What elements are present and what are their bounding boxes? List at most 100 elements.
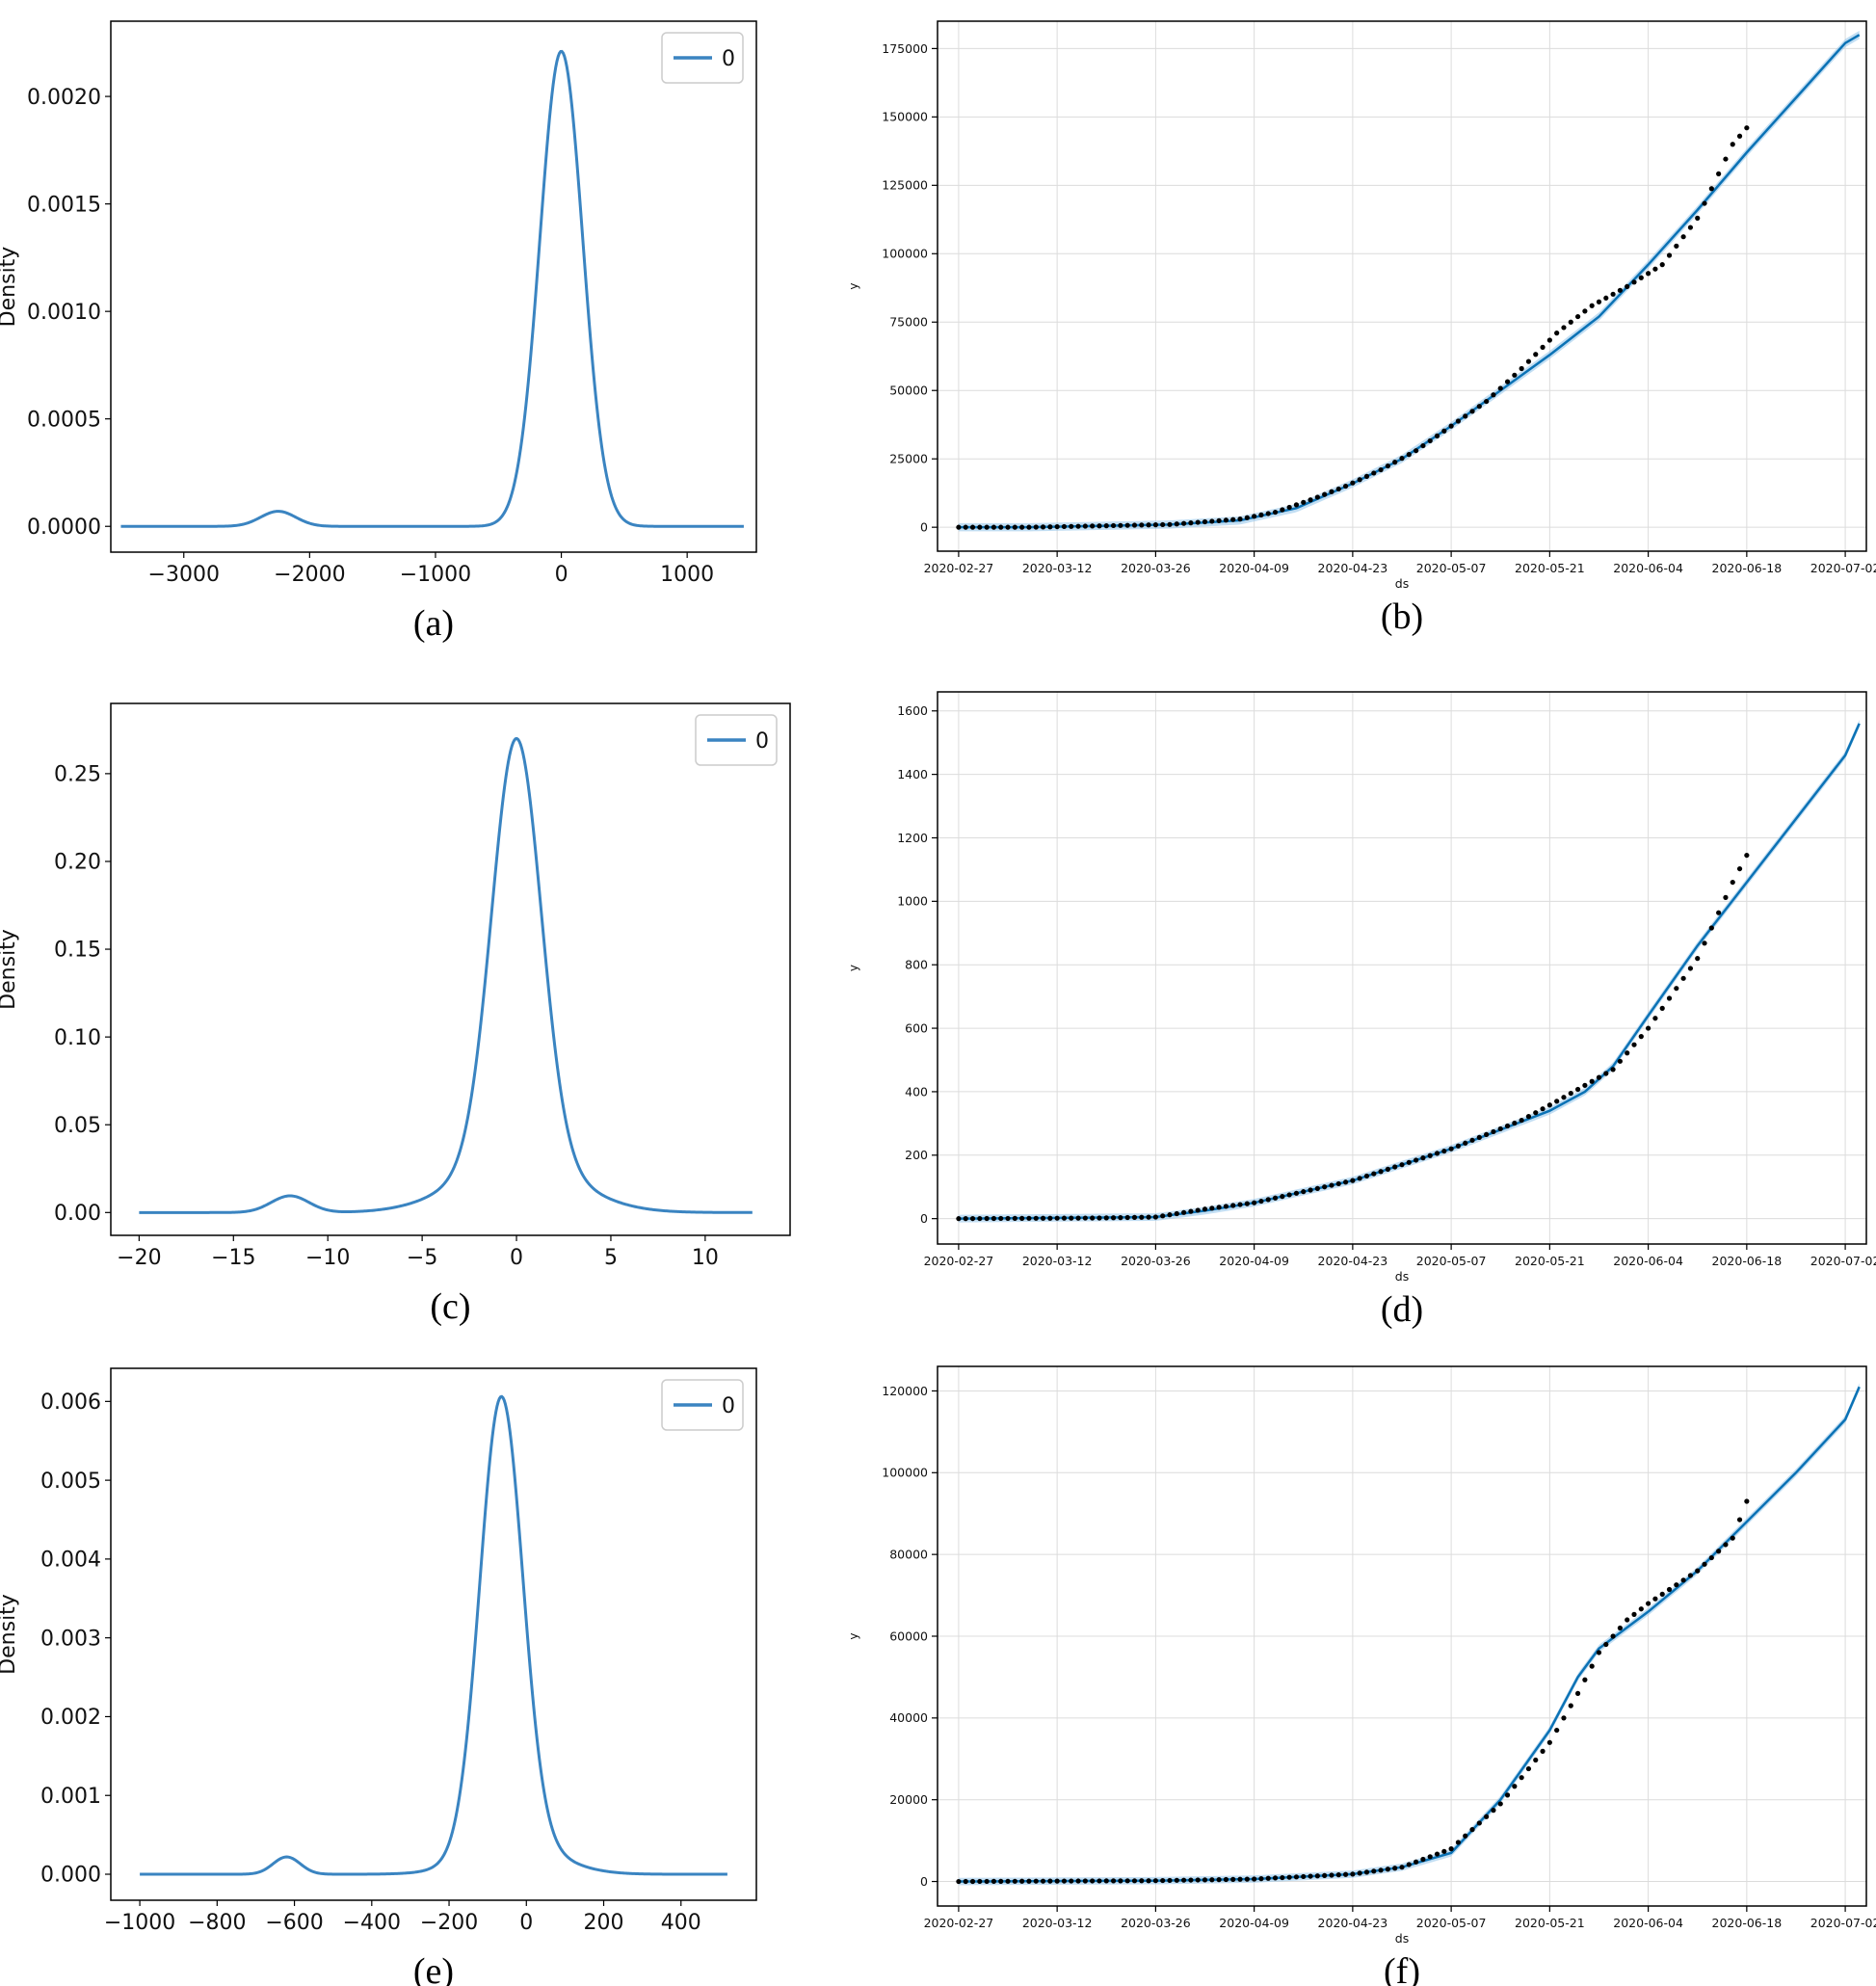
observed-point bbox=[1723, 894, 1729, 900]
observed-point bbox=[1286, 504, 1292, 511]
observed-point bbox=[1469, 1137, 1475, 1143]
observed-point bbox=[1293, 1874, 1300, 1880]
observed-point bbox=[1638, 275, 1644, 280]
x-tick-label: −1000 bbox=[400, 563, 471, 587]
observed-point bbox=[1674, 1582, 1679, 1588]
observed-point bbox=[1230, 1876, 1236, 1882]
observed-point bbox=[1371, 470, 1377, 476]
observed-point bbox=[1188, 1208, 1194, 1214]
y-tick-label: 150000 bbox=[882, 110, 928, 124]
observed-point bbox=[1491, 392, 1496, 398]
observed-point bbox=[1582, 1082, 1588, 1088]
observed-point bbox=[956, 524, 962, 530]
observed-point bbox=[1716, 1549, 1722, 1554]
observed-point bbox=[998, 1878, 1004, 1884]
observed-point bbox=[1265, 1875, 1271, 1881]
observed-point bbox=[1314, 1873, 1320, 1879]
observed-point bbox=[1322, 491, 1328, 497]
x-tick-label: 2020-05-07 bbox=[1416, 561, 1487, 575]
observed-point bbox=[1244, 1876, 1250, 1882]
x-tick-label: 2020-03-26 bbox=[1121, 561, 1191, 575]
observed-point bbox=[1118, 1878, 1123, 1884]
x-tick-label: 2020-05-21 bbox=[1515, 561, 1585, 575]
x-tick-label: 2020-05-07 bbox=[1416, 1254, 1487, 1268]
observed-point bbox=[984, 524, 990, 530]
x-tick-label: 10 bbox=[692, 1246, 719, 1270]
x-tick-label: 400 bbox=[661, 1911, 701, 1935]
observed-point bbox=[1342, 483, 1349, 490]
observed-point bbox=[1469, 409, 1475, 414]
observed-point bbox=[1744, 125, 1750, 131]
observed-point bbox=[1026, 1215, 1032, 1221]
observed-point bbox=[1652, 1016, 1658, 1021]
observed-point bbox=[1708, 186, 1714, 192]
observed-point bbox=[1596, 1074, 1602, 1080]
observed-point bbox=[1385, 1166, 1390, 1172]
observed-point bbox=[1666, 1586, 1673, 1593]
chart-a: −3000 −2000 −1000 0 1000 0.0000 0.0005 0.0010 0.… bbox=[0, 20, 757, 644]
observed-point bbox=[1322, 1872, 1328, 1878]
plot-frame bbox=[110, 702, 791, 1236]
y-axis-label: y bbox=[847, 1632, 860, 1639]
observed-point bbox=[1097, 1215, 1102, 1221]
observed-point bbox=[1392, 1164, 1398, 1170]
observed-point bbox=[1708, 925, 1714, 931]
observed-point bbox=[1244, 1201, 1250, 1206]
observed-point bbox=[1160, 521, 1166, 528]
observed-point bbox=[1188, 520, 1194, 526]
observed-point bbox=[1335, 1180, 1341, 1187]
x-tick-label: 2020-04-23 bbox=[1318, 561, 1388, 575]
x-tick-label: 2020-06-04 bbox=[1613, 561, 1683, 575]
observed-point bbox=[1589, 1663, 1595, 1669]
observed-point bbox=[1406, 1862, 1412, 1867]
observed-point bbox=[1687, 966, 1694, 971]
x-tick-label: 2020-03-12 bbox=[1022, 1916, 1093, 1930]
observed-point bbox=[1582, 308, 1588, 314]
observed-point bbox=[1666, 252, 1673, 258]
y-tick-label: 0.25 bbox=[54, 763, 101, 787]
observed-point bbox=[1124, 1878, 1130, 1884]
observed-point bbox=[963, 1216, 968, 1222]
observed-point bbox=[1195, 519, 1201, 525]
observed-point bbox=[1680, 975, 1686, 981]
observed-point bbox=[1659, 1591, 1665, 1597]
observed-point bbox=[956, 1216, 962, 1222]
y-tick-label: 0.0005 bbox=[27, 408, 101, 432]
observed-point bbox=[1188, 1877, 1194, 1883]
x-tick-label: 2020-03-26 bbox=[1121, 1254, 1191, 1268]
observed-point bbox=[1441, 428, 1447, 434]
observed-point bbox=[1223, 517, 1229, 523]
observed-point bbox=[1110, 1878, 1117, 1884]
observed-point bbox=[1012, 524, 1017, 530]
observed-point bbox=[1019, 1215, 1025, 1221]
observed-point bbox=[1652, 1596, 1658, 1602]
observed-point bbox=[1504, 1123, 1511, 1129]
chart-b: 2020-02-27 2020-03-12 2020-03-26 2020-04-09… bbox=[847, 20, 1876, 637]
observed-point bbox=[1097, 523, 1102, 529]
observed-point bbox=[1026, 524, 1032, 530]
x-tick-label: −20 bbox=[117, 1246, 161, 1270]
observed-point bbox=[1420, 1155, 1426, 1161]
y-tick-label: 0 bbox=[920, 520, 928, 535]
observed-point bbox=[1469, 1827, 1475, 1833]
x-tick-label: 2020-04-23 bbox=[1318, 1916, 1388, 1930]
y-tick-label: 0.000 bbox=[40, 1864, 101, 1888]
observed-point bbox=[1357, 1870, 1362, 1876]
observed-point bbox=[1540, 1106, 1546, 1112]
observed-point bbox=[1561, 1715, 1567, 1721]
observed-point bbox=[1463, 413, 1468, 419]
plot-frame bbox=[937, 20, 1867, 552]
x-tick-label: 2020-06-18 bbox=[1712, 1916, 1783, 1930]
y-tick-label: 0.006 bbox=[40, 1390, 101, 1415]
y-tick-label: 400 bbox=[905, 1084, 928, 1099]
observed-point bbox=[963, 524, 968, 530]
observed-point bbox=[1546, 1739, 1552, 1745]
observed-point bbox=[1589, 1078, 1595, 1084]
observed-point bbox=[1406, 452, 1412, 458]
observed-point bbox=[1716, 171, 1722, 176]
observed-point bbox=[1335, 486, 1341, 492]
observed-point bbox=[1476, 404, 1482, 410]
observed-point bbox=[1561, 1095, 1567, 1100]
x-tick-label: 2020-03-12 bbox=[1022, 561, 1093, 575]
observed-point bbox=[1525, 1765, 1532, 1772]
